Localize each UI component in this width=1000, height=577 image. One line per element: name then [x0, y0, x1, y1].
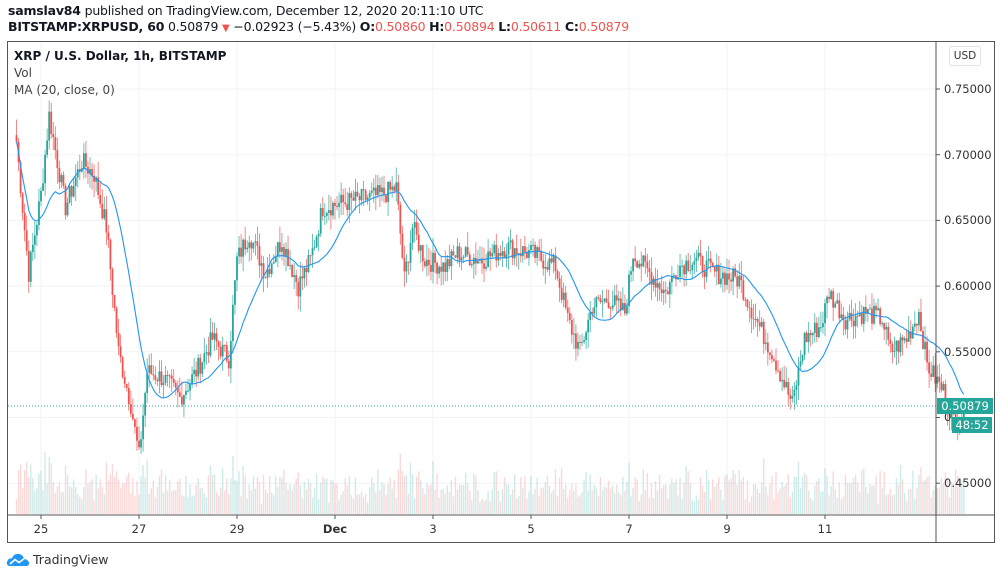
price-tick-label: 0.75000	[944, 82, 992, 96]
candles	[15, 100, 965, 454]
time-tick-label-month: Dec	[322, 522, 348, 536]
brand-name: TradingView	[33, 551, 109, 567]
time-tick-label: 25	[33, 522, 49, 536]
chart-legend: XRP / U.S. Dollar, 1h, BITSTAMP Vol MA (…	[14, 48, 226, 99]
time-tick-label: 5	[527, 522, 535, 536]
price-tick-label: 0.65000	[944, 213, 992, 227]
close-label: C:	[564, 19, 579, 34]
down-triangle-icon: ▼	[222, 23, 230, 34]
price-tick-label: 0.55000	[944, 345, 992, 359]
volume-bars	[15, 452, 965, 514]
publish-info: samslav84 published on TradingView.com, …	[8, 3, 483, 18]
open-value: 0.50860	[375, 19, 426, 34]
last-price: 0.50879	[167, 19, 219, 34]
low-label: L:	[498, 19, 511, 34]
low-value: 0.50611	[510, 19, 562, 34]
close-value: 0.50879	[578, 19, 629, 34]
symbol-info-bar: BITSTAMP:XRPUSD, 60 0.50879 ▼ −0.02923 (…	[8, 19, 629, 34]
ma-indicator-label[interactable]: MA (20, close, 0)	[14, 83, 115, 97]
high-label: H:	[429, 19, 445, 34]
time-tick-label: 27	[131, 522, 147, 536]
series-title: XRP / U.S. Dollar, 1h, BITSTAMP	[14, 49, 227, 63]
time-tick-label: 9	[723, 522, 731, 536]
author-name[interactable]: samslav84	[8, 3, 81, 18]
bar-countdown-badge: 48:52	[952, 417, 992, 433]
chart-frame	[7, 41, 995, 543]
last-price-badge: 0.50879	[937, 398, 993, 414]
tradingview-cloud-icon	[6, 553, 30, 566]
time-tick-label: 7	[625, 522, 633, 536]
moving-average-line	[15, 141, 965, 399]
currency-button[interactable]: USD	[949, 46, 981, 66]
time-tick-label: 3	[429, 522, 437, 536]
symbol-label: BITSTAMP:XRPUSD, 60	[8, 19, 165, 34]
price-tick-label: 0.70000	[944, 148, 992, 162]
time-tick-label: 11	[817, 522, 833, 536]
price-tick-label: 0.60000	[944, 279, 992, 293]
time-tick-label: 29	[229, 522, 245, 536]
tradingview-logo[interactable]: TradingView	[6, 551, 109, 567]
published-text: published on TradingView.com, December 1…	[80, 3, 484, 18]
price-change: −0.02923 (−5.43%)	[233, 19, 357, 34]
price-tick-label-partial: 0.	[944, 410, 955, 424]
volume-indicator-label[interactable]: Vol	[14, 66, 32, 80]
high-value: 0.50894	[444, 19, 495, 34]
grid-lines	[8, 42, 936, 515]
price-tick-label: 0.45000	[944, 476, 992, 490]
axis-tick-marks	[40, 88, 940, 519]
open-label: O:	[359, 19, 376, 34]
